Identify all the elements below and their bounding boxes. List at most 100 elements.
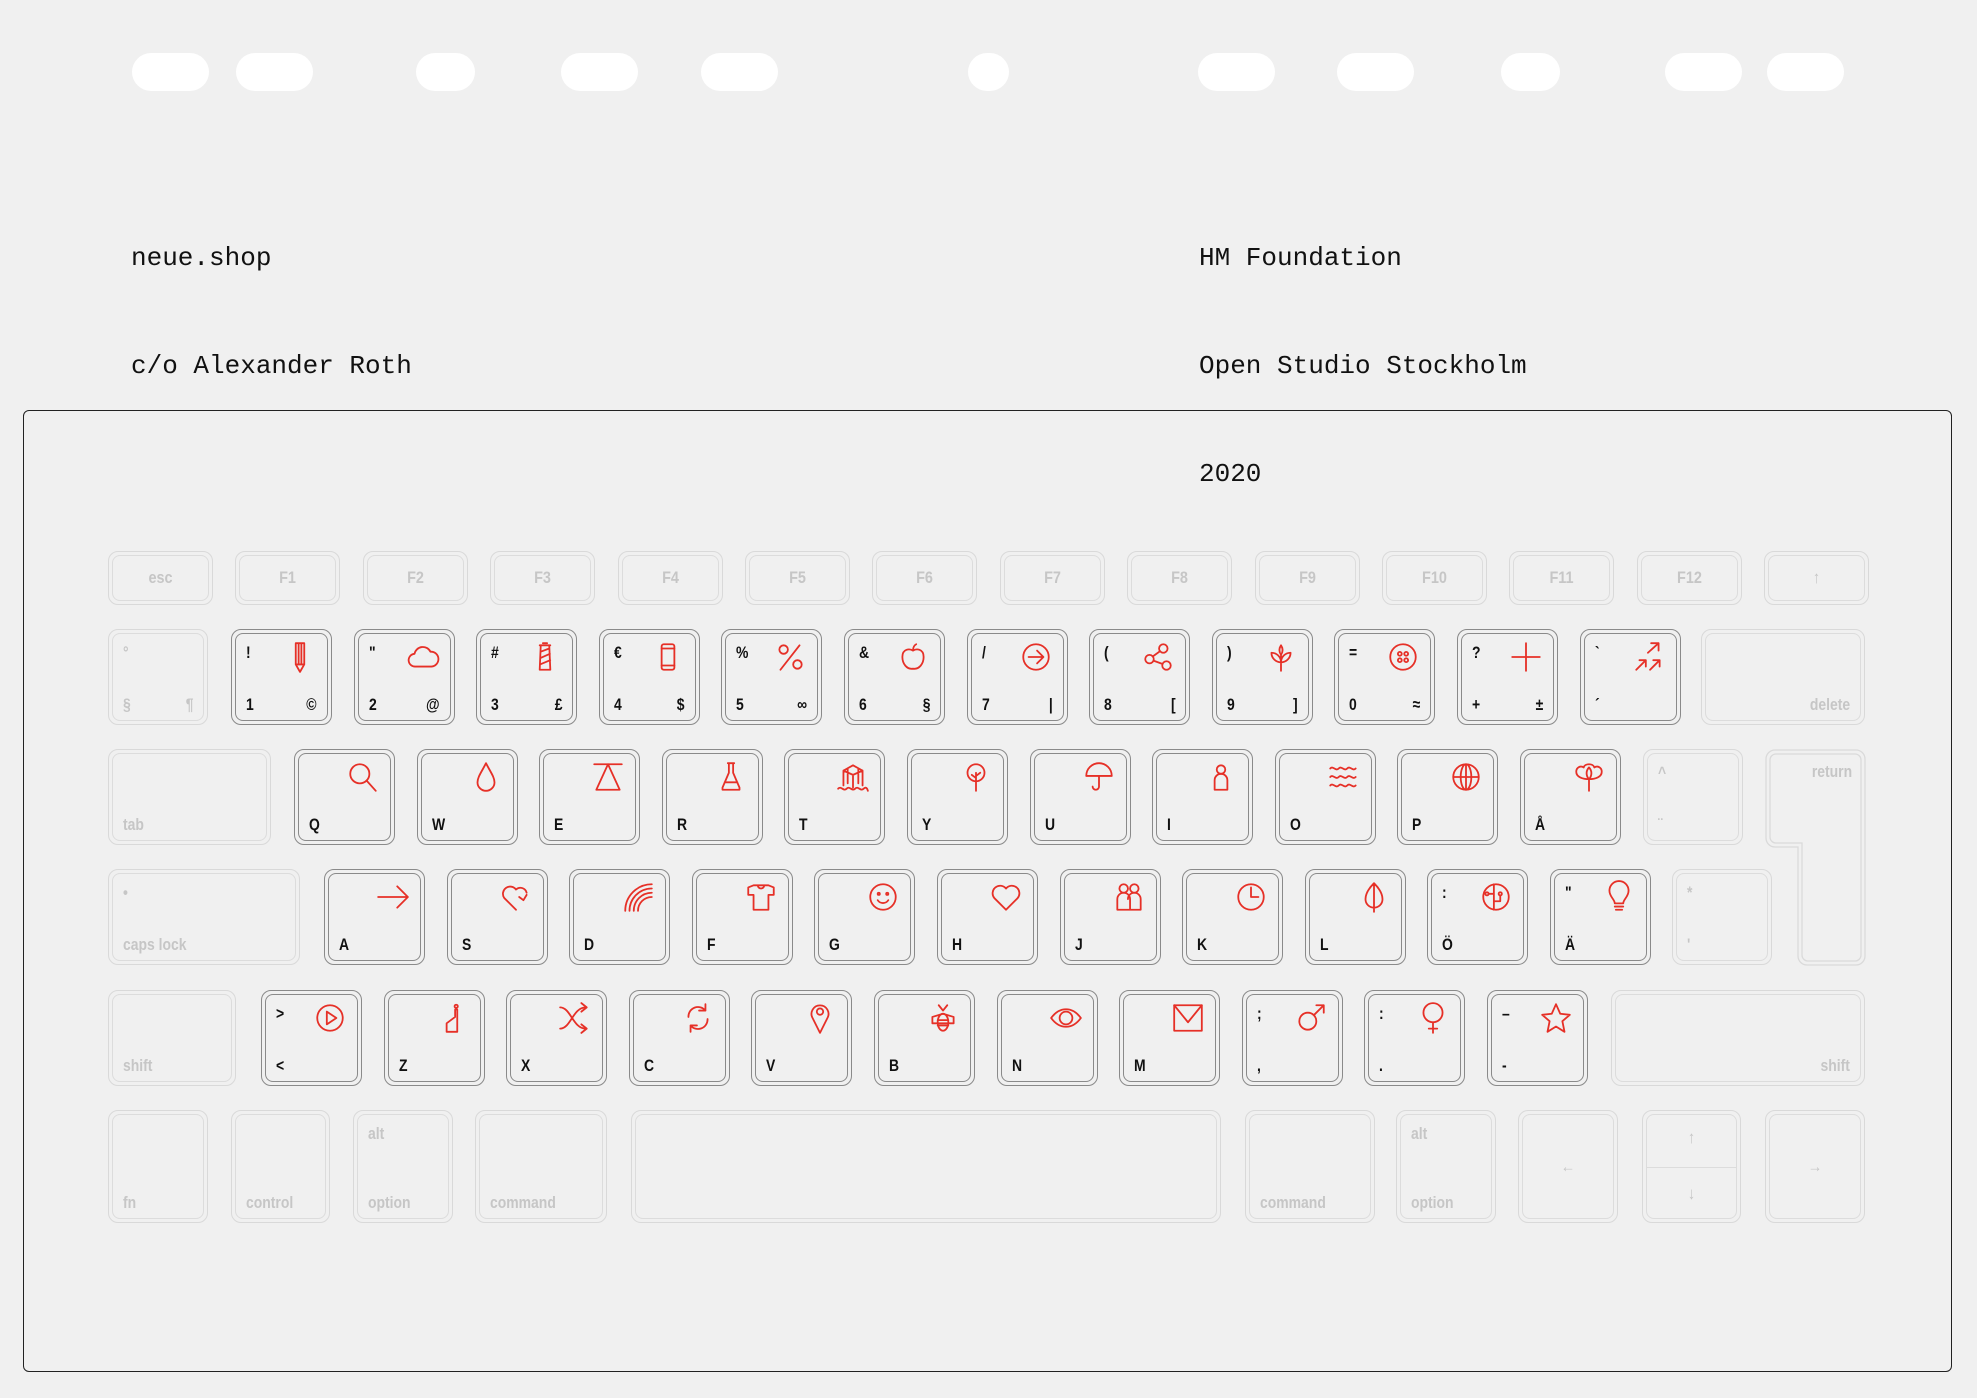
key-´[interactable]: ` ´ (1579, 629, 1681, 725)
key-,[interactable]: ;, (1241, 990, 1343, 1086)
key-f1[interactable]: F1 (235, 551, 341, 605)
key-7[interactable]: / 7 | (966, 629, 1068, 725)
key-legend: Ö (1442, 935, 1454, 954)
key-f2[interactable]: F2 (362, 551, 468, 605)
key-arrow-left[interactable]: ← (1518, 1110, 1618, 1223)
key-return[interactable]: return (1765, 749, 1866, 967)
key-delete[interactable]: delete (1701, 629, 1865, 725)
key-shift-right[interactable]: shift (1611, 990, 1865, 1086)
key-M[interactable]: M (1119, 990, 1221, 1086)
key-asterisk[interactable]: * ' (1672, 869, 1772, 965)
key-.[interactable]: :. (1364, 990, 1466, 1086)
key-f6[interactable]: F6 (872, 551, 978, 605)
key-arrow-right[interactable]: → (1765, 1110, 1865, 1223)
key-S[interactable]: S (446, 869, 548, 965)
key-control[interactable]: control (231, 1110, 330, 1223)
recipient-line: HM Foundation (1199, 243, 1402, 273)
key-A[interactable]: A (324, 869, 425, 965)
key-legend: Z (398, 1056, 408, 1075)
key-H[interactable]: H (937, 869, 1038, 965)
key-Y[interactable]: Y (907, 749, 1008, 845)
key-R[interactable]: R (661, 749, 763, 845)
key-shift-left[interactable]: shift (108, 990, 236, 1086)
key-<[interactable]: > < (261, 990, 362, 1086)
key-4[interactable]: €4 $ (598, 629, 700, 725)
key-X[interactable]: X (506, 990, 608, 1086)
waves-icon (1327, 760, 1361, 794)
key-f4[interactable]: F4 (617, 551, 723, 605)
key-legend: " (368, 643, 376, 662)
recipient-line: Open Studio Stockholm (1199, 351, 1527, 381)
key-command-left[interactable]: command (475, 1110, 607, 1223)
key-I[interactable]: I (1152, 749, 1254, 845)
key-space[interactable] (631, 1110, 1221, 1223)
key-legend: fn (123, 1193, 137, 1212)
key-5[interactable]: % 5 ∞ (721, 629, 823, 725)
key-f7[interactable]: F7 (999, 551, 1105, 605)
key-legend: 0 (1349, 695, 1358, 714)
key-N[interactable]: N (996, 990, 1098, 1086)
key-f5[interactable]: F5 (745, 551, 850, 605)
key--[interactable]: – - (1487, 990, 1588, 1086)
key-Ä[interactable]: " Ä (1550, 869, 1651, 965)
key-E[interactable]: E (539, 749, 641, 845)
key-L[interactable]: L (1304, 869, 1406, 965)
key-f12[interactable]: F12 (1636, 551, 1742, 605)
key-Ö[interactable]: :Ö (1427, 869, 1529, 965)
clock-icon (1234, 880, 1268, 914)
leaf-icon (1357, 880, 1391, 914)
key-f10[interactable]: F10 (1382, 551, 1487, 605)
key-legend: = (1349, 643, 1358, 662)
key-O[interactable]: O (1274, 749, 1376, 845)
key-legend: D (584, 935, 595, 954)
key-Z[interactable]: Z (383, 990, 485, 1086)
key-Q[interactable]: Q (294, 749, 395, 845)
key-3[interactable]: #3 £ (476, 629, 578, 725)
key-U[interactable]: U (1029, 749, 1131, 845)
key-legend: 8 (1104, 695, 1112, 714)
key-C[interactable]: C (628, 990, 730, 1086)
key-+[interactable]: ? + ± (1457, 629, 1558, 725)
key-0[interactable]: = 0 ≈ (1334, 629, 1436, 725)
key-J[interactable]: J (1059, 869, 1161, 965)
key-P[interactable]: P (1397, 749, 1499, 845)
key-esc[interactable]: esc (108, 551, 213, 605)
key-f11[interactable]: F11 (1509, 551, 1615, 605)
key-G[interactable]: G (814, 869, 916, 965)
key-legend: caps lock (123, 935, 187, 954)
key-F[interactable]: F (691, 869, 793, 965)
key-6[interactable]: & 6 § (844, 629, 945, 725)
key-section[interactable]: ° § ¶ (108, 629, 208, 725)
key-eject[interactable]: ↑ (1764, 551, 1870, 605)
key-option-left[interactable]: alt option (353, 1110, 453, 1223)
key-legend: [ (1170, 695, 1176, 714)
key-Å[interactable]: Å (1520, 749, 1621, 845)
key-1[interactable]: ! 1 © (231, 629, 332, 725)
key-B[interactable]: B (874, 990, 975, 1086)
key-caps-lock[interactable]: • caps lock (108, 869, 300, 965)
key-8[interactable]: (8 [ (1089, 629, 1191, 725)
key-caret[interactable]: ^ ¨ (1643, 749, 1743, 845)
key-f3[interactable]: F3 (490, 551, 596, 605)
key-9[interactable]: ) 9] (1211, 629, 1313, 725)
key-K[interactable]: K (1182, 869, 1284, 965)
key-arrow-up-down[interactable]: ↑ ↓ (1642, 1110, 1741, 1223)
key-f9[interactable]: F9 (1254, 551, 1360, 605)
key-legend: ) (1226, 643, 1232, 662)
key-tab[interactable]: tab (108, 749, 271, 845)
key-legend: / (981, 643, 986, 662)
key-2[interactable]: " 2 @ (353, 629, 455, 725)
punch-hole (1767, 53, 1844, 91)
key-V[interactable]: V (751, 990, 853, 1086)
key-command-right[interactable]: command (1245, 1110, 1375, 1223)
lightbulb-icon (1602, 880, 1636, 914)
key-legend: " (1565, 883, 1572, 902)
key-legend: | (1048, 695, 1053, 714)
key-W[interactable]: W (416, 749, 518, 845)
key-legend: § (123, 695, 131, 714)
key-D[interactable]: D (569, 869, 671, 965)
key-T[interactable]: T (784, 749, 886, 845)
key-fn[interactable]: fn (108, 1110, 208, 1223)
key-f8[interactable]: F8 (1127, 551, 1233, 605)
key-option-right[interactable]: alt option (1396, 1110, 1496, 1223)
